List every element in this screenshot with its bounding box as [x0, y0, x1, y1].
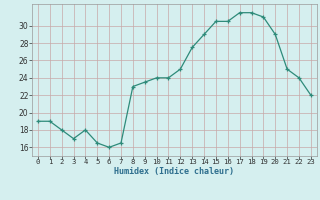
X-axis label: Humidex (Indice chaleur): Humidex (Indice chaleur)	[115, 167, 234, 176]
